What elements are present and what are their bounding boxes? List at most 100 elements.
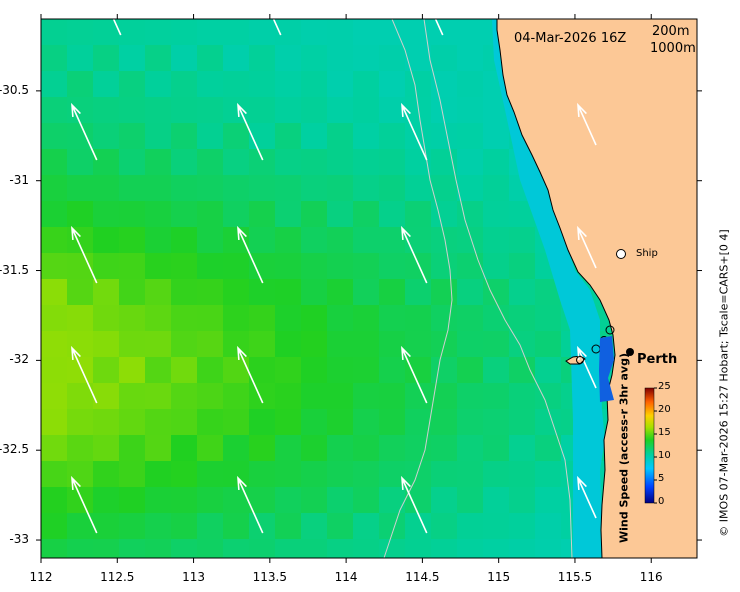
wind-cell — [275, 539, 302, 558]
wind-cell — [483, 513, 510, 540]
wind-cell — [301, 149, 328, 176]
wind-cell — [457, 175, 484, 202]
colorbar-tick-label: 10 — [658, 450, 671, 461]
wind-cell — [327, 331, 354, 358]
wind-cell — [379, 149, 406, 176]
wind-cell — [119, 539, 146, 558]
wind-cell — [223, 201, 250, 228]
wind-cell — [145, 227, 172, 254]
wind-cell — [145, 123, 172, 150]
wind-cell — [171, 19, 198, 46]
wind-cell — [93, 97, 120, 124]
wind-cell — [41, 357, 68, 384]
wind-cell — [145, 201, 172, 228]
ship-marker[interactable] — [616, 249, 626, 259]
wind-cell — [483, 435, 510, 462]
wind-cell — [327, 513, 354, 540]
wind-cell — [301, 175, 328, 202]
wind-cell — [431, 513, 458, 540]
wind-cell — [67, 71, 94, 98]
wind-cell — [41, 97, 68, 124]
wind-cell — [197, 279, 224, 306]
wind-cell — [145, 253, 172, 280]
wind-cell — [249, 71, 276, 98]
wind-cell — [353, 149, 380, 176]
wind-cell — [197, 45, 224, 72]
wind-cell — [535, 513, 562, 540]
wind-arrow — [577, 102, 597, 146]
wind-cell — [119, 201, 146, 228]
wind-arrow — [71, 475, 98, 534]
wind-cell — [327, 305, 354, 332]
wind-cell — [301, 19, 328, 46]
wind-arrow — [237, 225, 264, 284]
wind-cell — [457, 45, 484, 72]
wind-cell — [67, 45, 94, 72]
perth-marker[interactable] — [626, 348, 634, 356]
wind-cell — [171, 123, 198, 150]
wind-cell — [353, 175, 380, 202]
wind-cell — [67, 123, 94, 150]
wind-cell — [171, 409, 198, 436]
wind-cell — [457, 305, 484, 332]
wind-cell — [145, 45, 172, 72]
wind-cell — [41, 45, 68, 72]
wind-cell — [405, 305, 432, 332]
wind-cell — [119, 279, 146, 306]
wind-cell — [223, 123, 250, 150]
wind-cell — [405, 227, 432, 254]
wind-cell — [249, 409, 276, 436]
wind-cell — [379, 461, 406, 488]
wind-cell — [327, 227, 354, 254]
wind-cell — [327, 487, 354, 514]
isobath-1000m — [383, 19, 453, 558]
wind-cell — [431, 435, 458, 462]
wind-cell — [41, 227, 68, 254]
wind-cell — [483, 383, 510, 410]
wind-cell — [93, 487, 120, 514]
wind-arrow — [401, 225, 428, 284]
x-tick-label: 113 — [182, 570, 205, 584]
wind-cell — [119, 227, 146, 254]
wind-cell — [119, 305, 146, 332]
colorbar-tick-label: 20 — [658, 404, 671, 415]
wind-cell — [93, 149, 120, 176]
wind-cell — [353, 435, 380, 462]
wind-cell — [67, 539, 94, 558]
wind-cell — [405, 253, 432, 280]
wind-cell — [67, 357, 94, 384]
wind-cell — [431, 383, 458, 410]
wind-cell — [405, 279, 432, 306]
wind-cell — [145, 71, 172, 98]
wind-cell — [171, 253, 198, 280]
wind-cell — [223, 45, 250, 72]
wind-cell — [405, 461, 432, 488]
wind-cell — [41, 19, 68, 46]
wind-cell — [223, 383, 250, 410]
wind-cell — [249, 461, 276, 488]
wind-cell — [145, 331, 172, 358]
wind-cell — [457, 227, 484, 254]
wind-cell — [457, 97, 484, 124]
wind-cell — [509, 279, 536, 306]
wind-cell — [431, 19, 458, 46]
wind-cell — [327, 357, 354, 384]
wind-cell — [457, 331, 484, 358]
wind-cell — [275, 227, 302, 254]
wind-cell — [275, 279, 302, 306]
colorbar — [644, 387, 655, 504]
wind-cell — [249, 253, 276, 280]
wind-cell — [301, 409, 328, 436]
wind-cell — [119, 409, 146, 436]
wind-cell — [483, 149, 510, 176]
wind-cell — [327, 539, 354, 558]
wind-cell — [197, 201, 224, 228]
wind-cell — [171, 539, 198, 558]
wind-cell — [171, 383, 198, 410]
wind-cell — [483, 175, 510, 202]
wind-cell — [171, 357, 198, 384]
wind-arrow — [71, 345, 98, 404]
isobath-200m — [423, 19, 573, 558]
wind-cell — [353, 279, 380, 306]
wind-cell — [93, 461, 120, 488]
